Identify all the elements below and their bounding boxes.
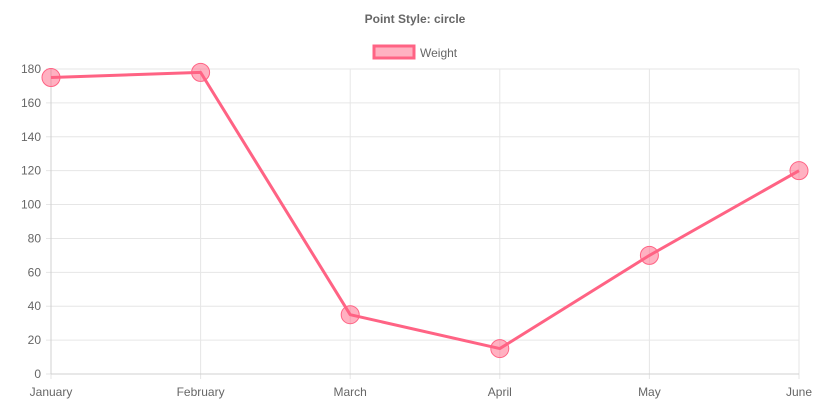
x-tick-label: April	[488, 385, 512, 399]
data-point-weight[interactable]	[490, 339, 510, 359]
data-point-weight[interactable]	[340, 305, 360, 325]
series-weight	[41, 62, 809, 359]
y-tick-label: 120	[21, 164, 41, 178]
x-tick-label: May	[638, 385, 661, 399]
data-point-weight[interactable]	[191, 62, 211, 82]
chart-title: Point Style: circle	[365, 12, 466, 26]
data-point-weight[interactable]	[41, 67, 61, 87]
legend-swatch-weight[interactable]	[372, 44, 416, 60]
y-tick-label: 140	[21, 130, 41, 144]
y-tick-label: 160	[21, 96, 41, 110]
y-tick-label: 180	[21, 62, 41, 76]
data-point-weight[interactable]	[789, 161, 809, 181]
legend[interactable]: Weight	[372, 44, 458, 60]
y-tick-label: 40	[28, 299, 42, 313]
y-tick-label: 100	[21, 198, 41, 212]
y-tick-label: 80	[28, 231, 42, 245]
y-tick-label: 20	[28, 333, 42, 347]
legend-label-weight[interactable]: Weight	[420, 46, 458, 60]
x-tick-label: June	[786, 385, 812, 399]
series-line-weight	[50, 70, 800, 351]
x-tick-label: March	[334, 385, 367, 399]
y-tick-label: 60	[28, 265, 42, 279]
y-tick-label: 0	[34, 367, 41, 381]
data-point-weight[interactable]	[639, 245, 659, 265]
x-tick-label: January	[30, 385, 73, 399]
axes: January February March April May June 0 20 40 60 8…	[21, 62, 812, 399]
gridlines	[46, 68, 800, 379]
x-tick-label: February	[177, 385, 225, 399]
